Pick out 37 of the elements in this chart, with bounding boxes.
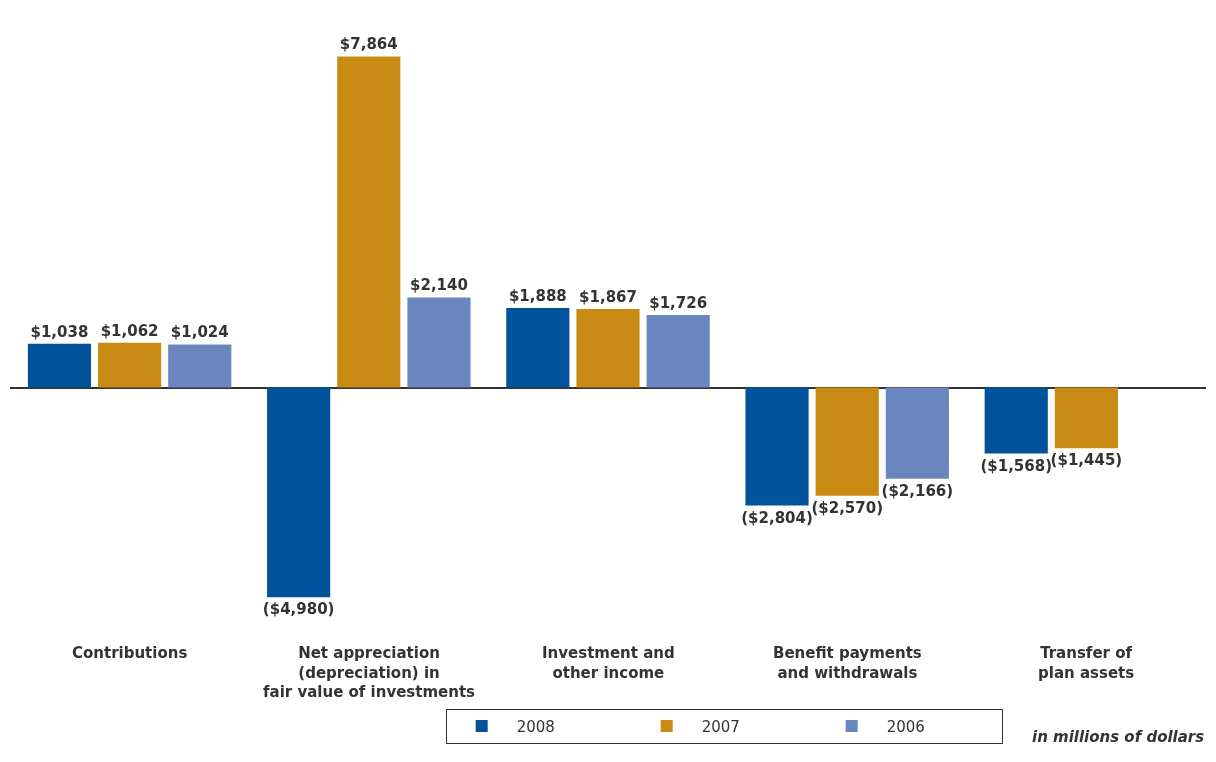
data-label: $1,726	[649, 293, 708, 312]
bar	[745, 387, 809, 506]
bar	[885, 387, 949, 479]
bar	[576, 308, 640, 388]
bar	[337, 56, 401, 388]
x-tick-label: Investment and other income	[542, 644, 675, 682]
data-label: ($1,568)	[980, 456, 1053, 475]
data-label: ($4,980)	[262, 600, 335, 619]
data-label: $1,024	[170, 323, 229, 342]
data-label: $2,140	[410, 276, 468, 295]
data-label: $1,038	[30, 322, 89, 341]
bar	[646, 314, 710, 388]
bar	[1054, 387, 1118, 449]
bar	[407, 297, 471, 388]
data-label: $1,888	[508, 287, 567, 306]
data-label: ($2,570)	[811, 498, 883, 517]
legend-label: 2006	[886, 717, 925, 736]
data-label: $1,062	[100, 321, 159, 340]
text: in millions of dollars	[1032, 728, 1205, 746]
x-tick-label: Net appreciation (depreciation) in fair value of investments	[263, 644, 476, 701]
bar	[98, 342, 162, 388]
x-tick-label: Contributions	[72, 644, 188, 662]
data-label: ($2,804)	[741, 508, 813, 527]
data-label: ($2,166)	[881, 481, 954, 500]
data-label: ($1,445)	[1050, 451, 1123, 470]
bar	[267, 387, 331, 598]
legend-label: 2007	[701, 717, 740, 736]
bar	[815, 387, 879, 496]
x-tick-label: Transfer of plan assets	[1038, 644, 1135, 682]
bar	[27, 343, 92, 388]
x-tick-label: Benefit payments and withdrawals	[773, 644, 922, 682]
data-label: $1,867	[579, 287, 637, 306]
data-label: $7,864	[339, 35, 398, 54]
bar	[506, 308, 570, 388]
bar	[984, 387, 1048, 454]
legend-label: 2008	[516, 717, 555, 736]
bar	[168, 344, 232, 388]
